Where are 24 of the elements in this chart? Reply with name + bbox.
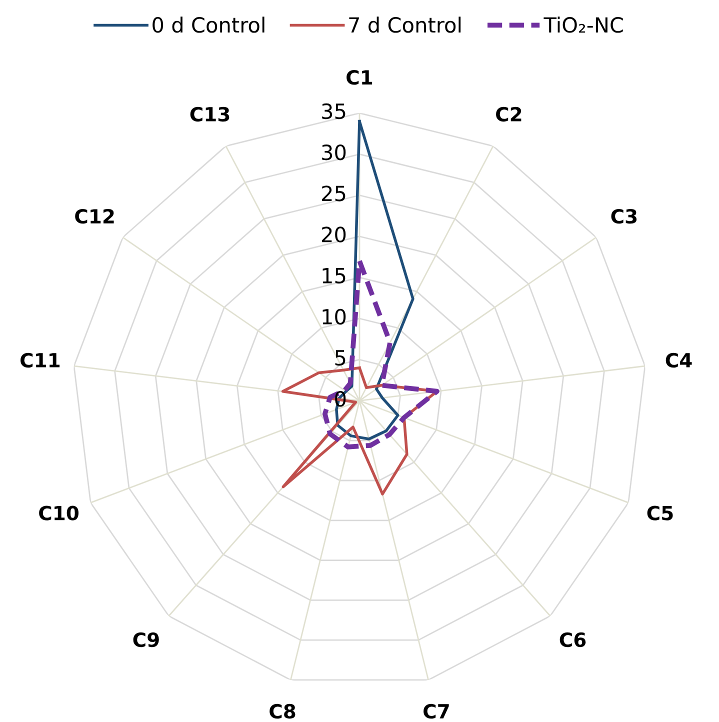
spoke-label: C2	[496, 106, 522, 122]
spoke-label: C10	[39, 506, 79, 520]
y-tick-label: 35	[322, 103, 346, 120]
spoke-label: C12	[75, 208, 114, 224]
spoke-label: C6	[560, 632, 586, 648]
y-tick-label: 15	[322, 268, 346, 284]
y-tick-label: 20	[322, 226, 346, 242]
spoke-label: C7	[424, 704, 449, 719]
spoke-label: C1	[346, 70, 372, 85]
spoke-label: C8	[270, 704, 296, 719]
legend-label: 0 d Control	[152, 16, 264, 33]
y-tick-label: 25	[322, 186, 346, 202]
y-tick-label: 10	[322, 308, 346, 325]
spoke-label: C4	[666, 352, 692, 368]
y-tick-label: 30	[322, 144, 346, 160]
legend-label: TiO₂-NC	[544, 16, 623, 33]
legend-label: 7 d Control	[349, 16, 461, 33]
spoke-label: C11	[20, 352, 60, 368]
spoke-label: C13	[190, 106, 230, 122]
spoke-label: C5	[647, 506, 673, 520]
spoke-label: C3	[611, 208, 637, 224]
y-tick-label: 0	[335, 390, 346, 407]
spoke-label: C9	[133, 632, 159, 648]
y-tick-label: 5	[335, 350, 346, 366]
